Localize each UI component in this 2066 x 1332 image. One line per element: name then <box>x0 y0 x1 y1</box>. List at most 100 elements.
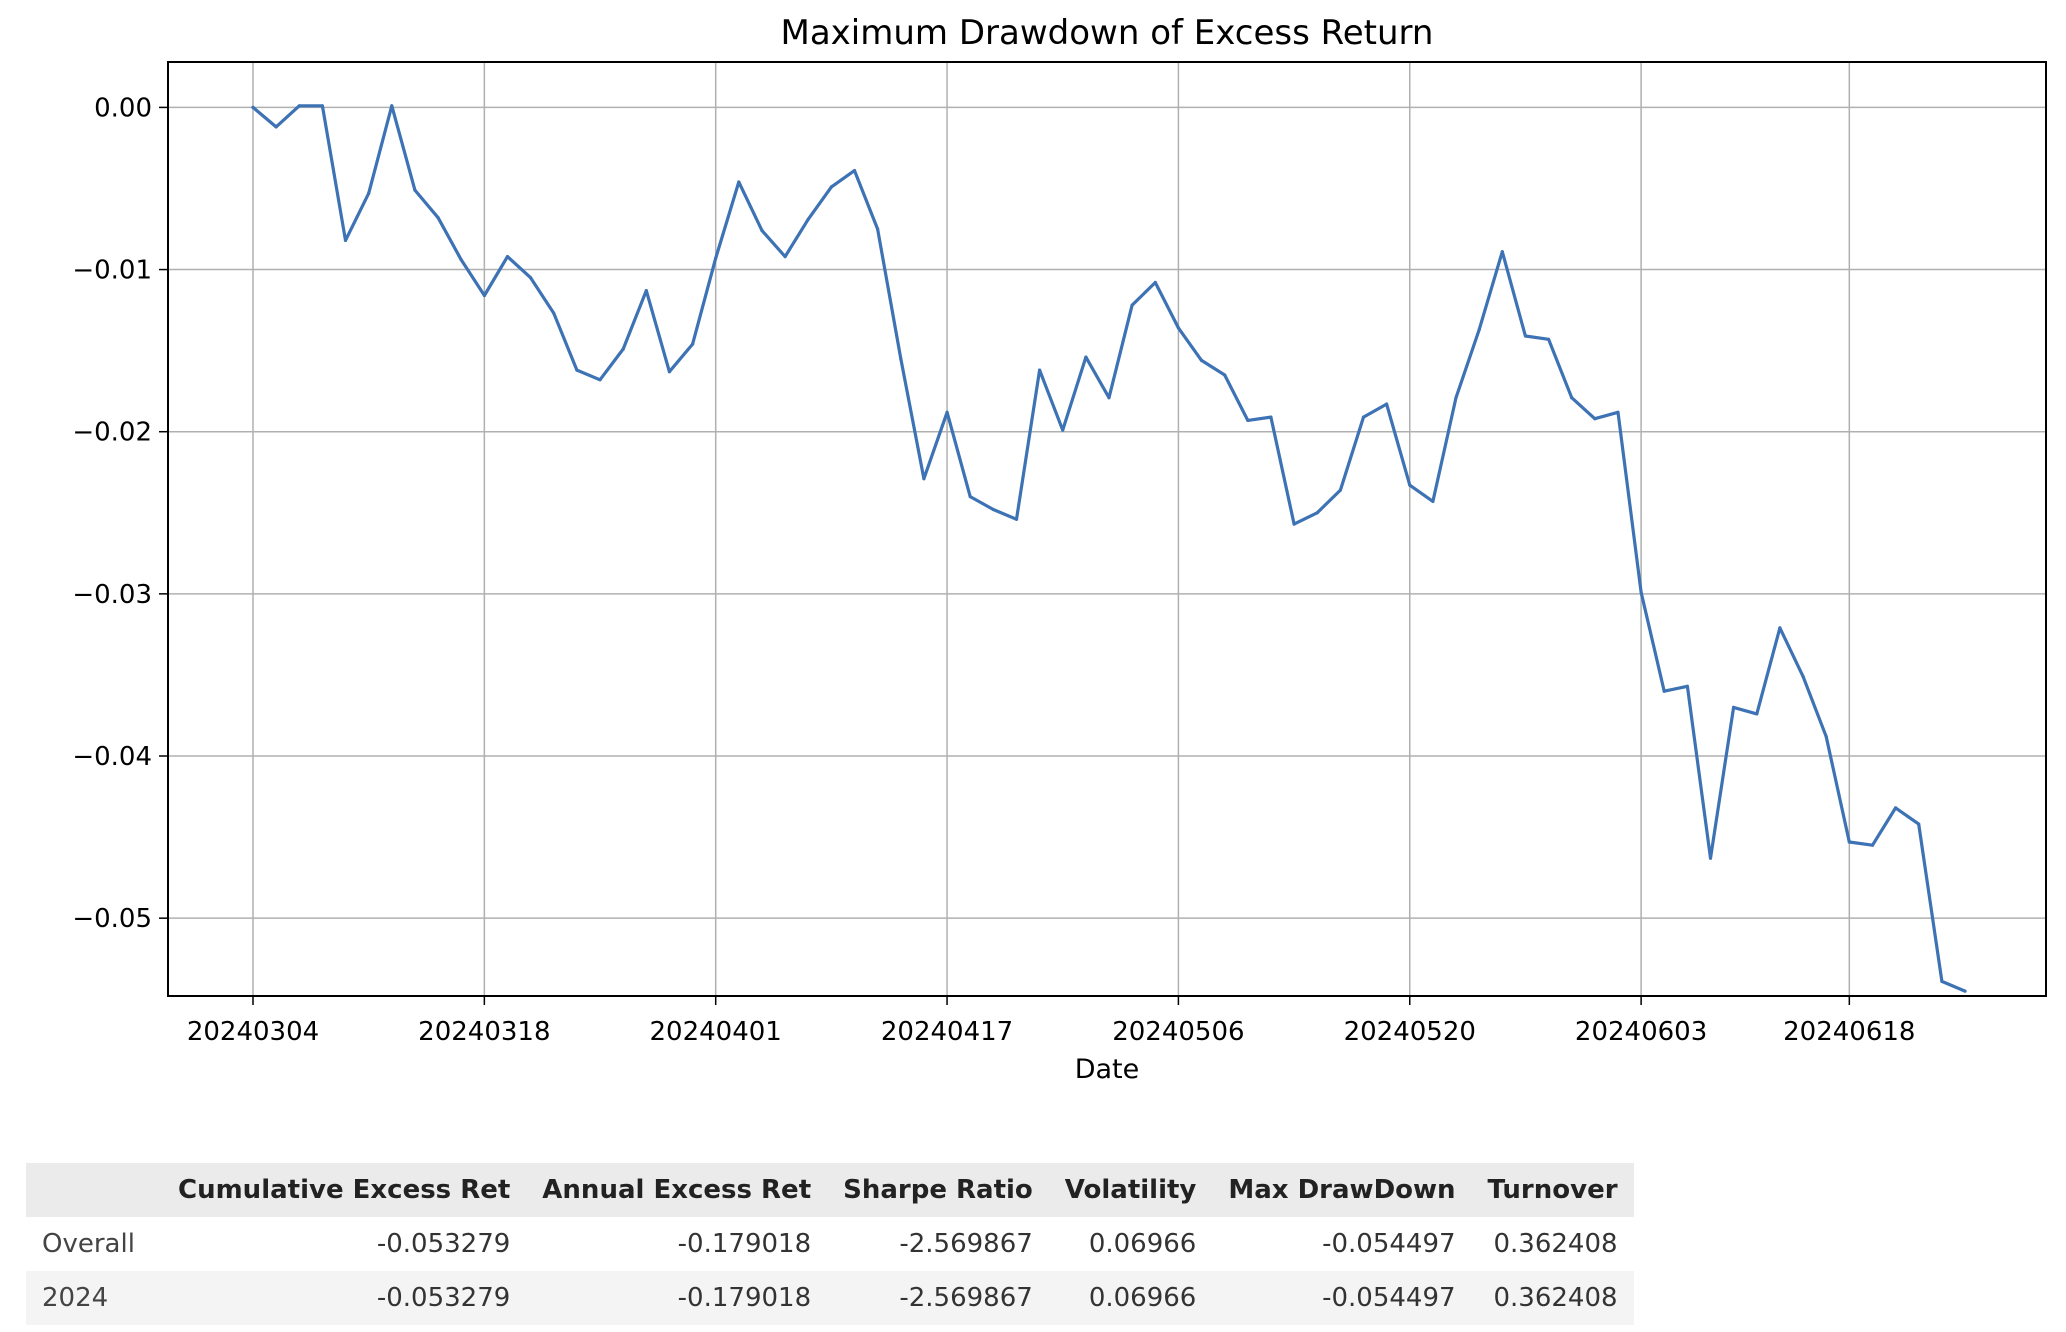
y-tick-label: 0.00 <box>94 93 152 123</box>
x-axis-label: Date <box>1075 1054 1140 1085</box>
data-point <box>529 276 533 280</box>
table-cell: -2.569867 <box>827 1271 1049 1325</box>
data-point <box>343 238 348 242</box>
data-point <box>1153 280 1157 285</box>
data-point <box>1084 355 1088 359</box>
data-point <box>1894 806 1898 810</box>
data-point <box>968 495 972 499</box>
data-point <box>1639 590 1643 594</box>
data-point <box>1408 483 1412 487</box>
table-cell: -0.179018 <box>677 1229 812 1259</box>
data-point <box>482 293 486 298</box>
table-cell: -0.054497 <box>1212 1271 1472 1325</box>
x-tick-label: 20240318 <box>418 1017 550 1047</box>
data-point <box>1616 410 1620 414</box>
y-tick-label: −0.02 <box>72 418 152 448</box>
table-header-cell: Sharpe Ratio <box>827 1163 1049 1217</box>
data-point <box>297 104 301 108</box>
x-tick-label: 20240506 <box>1112 1017 1244 1047</box>
data-point <box>413 188 417 192</box>
data-point <box>1199 358 1204 362</box>
x-axis: 20240304 20240318 20240401 20240417 20240506… <box>187 996 1915 1047</box>
plot-area <box>167 61 2047 997</box>
data-point <box>876 227 880 231</box>
table-cell: 0.06966 <box>1088 1229 1197 1259</box>
data-point <box>667 370 672 374</box>
data-point <box>1870 843 1875 847</box>
data-point <box>1292 522 1296 526</box>
data-point <box>829 185 834 189</box>
x-tick-label: 20240618 <box>1783 1017 1915 1047</box>
table-cell: -2.569867 <box>899 1229 1033 1259</box>
data-point <box>760 229 764 233</box>
table-row: 2024 -0.053279 -0.179018 -2.569867 0.069… <box>26 1271 1634 1325</box>
x-tick-label: 20240417 <box>881 1017 1013 1047</box>
x-tick-label: 20240520 <box>1344 1017 1476 1047</box>
series-group <box>251 104 1967 993</box>
x-tick-label: 20240304 <box>187 1017 319 1047</box>
data-point <box>1917 822 1921 826</box>
y-axis: 0.00 −0.01 −0.02 −0.03 −0.04 −0.05 <box>72 93 168 934</box>
data-point <box>459 258 463 262</box>
table-cell: -0.053279 <box>162 1271 527 1325</box>
table-header-cell: Annual Excess Ret <box>526 1163 828 1217</box>
table-cell: 0.362408 <box>1471 1271 1634 1325</box>
table-header-cell: Max DrawDown <box>1212 1163 1472 1217</box>
data-point <box>945 410 949 414</box>
y-tick-label: −0.05 <box>72 904 152 934</box>
table-row: Overall -0.053279 -0.179018 -2.569867 0.… <box>26 1217 1634 1271</box>
data-point <box>1778 626 1782 630</box>
row-label: 2024 <box>26 1271 162 1325</box>
data-point <box>390 104 394 108</box>
data-point <box>1963 989 1967 993</box>
data-point <box>899 357 903 361</box>
data-point <box>1385 402 1389 406</box>
data-point <box>1361 415 1366 419</box>
data-point <box>1130 303 1134 307</box>
x-tick-label: 20240401 <box>650 1017 782 1047</box>
data-point <box>621 347 625 351</box>
data-point <box>1847 840 1851 844</box>
data-point <box>1523 334 1527 338</box>
data-point <box>320 104 324 108</box>
data-point <box>575 368 579 372</box>
table-cell: 0.362408 <box>1493 1229 1618 1259</box>
row-label: Overall <box>42 1229 135 1259</box>
data-point <box>1477 328 1481 332</box>
data-point <box>1824 735 1828 739</box>
drawdown-line <box>251 104 1967 993</box>
data-point <box>1038 368 1042 372</box>
data-point <box>1755 712 1759 716</box>
data-point <box>598 378 602 382</box>
y-tick-label: −0.01 <box>72 256 152 286</box>
data-point <box>1570 396 1574 400</box>
data-point <box>1708 856 1713 860</box>
data-point <box>1593 417 1597 421</box>
data-point <box>783 255 787 259</box>
data-point <box>1014 517 1019 521</box>
data-point <box>991 507 995 512</box>
data-point <box>1338 488 1342 492</box>
data-point <box>1662 689 1666 693</box>
data-point <box>1940 979 1944 984</box>
data-point <box>714 256 718 260</box>
data-point <box>1431 499 1435 503</box>
y-tick-label: −0.04 <box>72 742 152 772</box>
data-point <box>1061 428 1065 432</box>
data-point <box>922 477 926 481</box>
data-point <box>1315 511 1319 515</box>
data-point <box>1454 396 1458 400</box>
data-point <box>1801 675 1805 679</box>
data-point <box>852 169 857 173</box>
data-point <box>737 180 741 184</box>
chart-title: Maximum Drawdown of Excess Return <box>781 13 1434 53</box>
data-point <box>1685 684 1689 688</box>
data-point <box>1500 250 1504 254</box>
table-cell: -0.053279 <box>376 1229 511 1259</box>
table-header-cell: Cumulative Excess Ret <box>162 1163 527 1217</box>
data-point <box>552 311 556 315</box>
data-point <box>1107 396 1111 400</box>
table-header-row: Cumulative Excess Ret Annual Excess Ret … <box>26 1163 1634 1217</box>
grid <box>168 62 2046 996</box>
data-point <box>367 191 371 195</box>
